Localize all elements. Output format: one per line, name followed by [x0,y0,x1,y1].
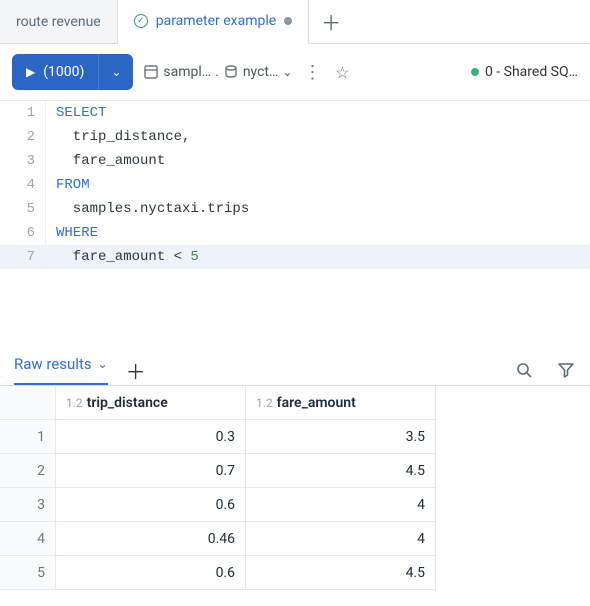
catalog-schema-picker[interactable]: sampl… . nyct… ⌄ [143,64,292,80]
code-line: trip_distance, [46,125,190,149]
results-table: 1.2 trip_distance 1.2 fare_amount 1 0.3 … [0,385,590,590]
type-badge: 1.2 [256,396,273,410]
column-header-trip-distance[interactable]: 1.2 trip_distance [56,386,246,420]
cell-fare-amount: 4 [246,488,436,522]
cell-trip-distance: 0.46 [56,522,246,556]
run-limit-label: (1000) [43,64,84,80]
code-line: WHERE [46,221,98,245]
cell-trip-distance: 0.6 [56,488,246,522]
cell-fare-amount: 3.5 [246,420,436,454]
line-number: 7 [0,245,46,269]
sql-editor[interactable]: 1 SELECT 2 trip_distance, 3 fare_amount … [0,100,590,269]
cell-fare-amount: 4.5 [246,454,436,488]
unsaved-dot-icon [284,17,292,25]
star-button[interactable]: ☆ [332,62,352,82]
code-line: SELECT [46,101,106,125]
row-index: 5 [0,556,56,590]
table-row[interactable]: 4 0.46 4 [0,522,590,556]
chevron-down-icon: ⌄ [282,65,292,79]
tab-bar: route revenue ✓ parameter example ＋ [0,0,590,44]
table-header-row: 1.2 trip_distance 1.2 fare_amount [0,386,590,420]
row-index: 2 [0,454,56,488]
line-number: 5 [0,197,46,221]
results-tab-label: Raw results [14,355,92,373]
check-icon: ✓ [134,14,148,28]
compute-label: 0 - Shared SQ… [485,64,578,80]
run-dropdown-button[interactable]: ⌄ [99,54,133,90]
compute-selector[interactable]: 0 - Shared SQ… [471,64,578,80]
results-tab-raw[interactable]: Raw results ⌄ [14,355,108,385]
line-number: 2 [0,125,46,149]
row-index: 3 [0,488,56,522]
filter-results-button[interactable] [556,360,576,380]
new-tab-button[interactable]: ＋ [309,0,353,43]
cell-fare-amount: 4.5 [246,556,436,590]
results-tab-bar: Raw results ⌄ ＋ [0,347,590,385]
cell-fare-amount: 4 [246,522,436,556]
kebab-menu-button[interactable]: ⋮ [302,62,322,82]
code-line: FROM [46,173,90,197]
tab-label: parameter example [156,13,276,29]
line-number: 6 [0,221,46,245]
cell-trip-distance: 0.7 [56,454,246,488]
row-index: 1 [0,420,56,454]
tab-label: route revenue [16,14,101,30]
cell-trip-distance: 0.6 [56,556,246,590]
schema-label: nyct… [243,64,279,80]
column-header-fare-amount[interactable]: 1.2 fare_amount [246,386,436,420]
play-icon: ▶ [26,65,35,79]
line-number: 4 [0,173,46,197]
line-number: 3 [0,149,46,173]
table-row[interactable]: 5 0.6 4.5 [0,556,590,590]
table-row[interactable]: 2 0.7 4.5 [0,454,590,488]
add-visualization-button[interactable]: ＋ [126,356,146,385]
tab-parameter-example[interactable]: ✓ parameter example [118,0,309,44]
row-index: 4 [0,522,56,556]
chevron-down-icon: ⌄ [111,65,121,79]
tab-route-revenue[interactable]: route revenue [0,0,118,43]
schema-separator: . [215,64,219,80]
catalog-icon [143,64,159,80]
table-row[interactable]: 3 0.6 4 [0,488,590,522]
database-icon [223,64,239,80]
code-line: fare_amount [46,149,165,173]
type-badge: 1.2 [66,396,83,410]
line-number: 1 [0,101,46,125]
toolbar: ▶ (1000) ⌄ sampl… . nyct… ⌄ ⋮ ☆ 0 - Shar… [0,44,590,100]
column-label: trip_distance [87,395,168,411]
row-index-header[interactable] [0,386,56,420]
run-button[interactable]: ▶ (1000) [12,54,99,90]
column-label: fare_amount [277,395,356,411]
run-button-group: ▶ (1000) ⌄ [12,54,133,90]
code-line: fare_amount < 5 [46,245,199,269]
cell-trip-distance: 0.3 [56,420,246,454]
code-line: samples.nyctaxi.trips [46,197,249,221]
table-row[interactable]: 1 0.3 3.5 [0,420,590,454]
status-dot-icon [471,68,479,76]
catalog-label: sampl… [163,64,211,80]
search-results-button[interactable] [514,360,534,380]
chevron-down-icon: ⌄ [98,357,108,371]
